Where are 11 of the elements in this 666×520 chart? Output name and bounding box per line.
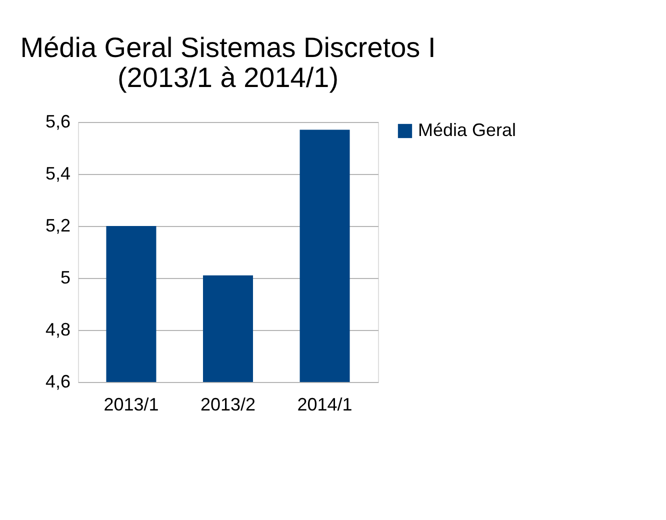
y-tick-label: 5,6 (45, 112, 70, 132)
x-tick-label: 2013/2 (200, 394, 256, 414)
x-tick-label: 2013/1 (104, 394, 159, 414)
y-tick-label: 4,8 (45, 320, 70, 340)
y-tick-label: 5 (60, 268, 70, 288)
chart-title: Média Geral Sistemas Discretos I (2013/1 à 2014/1) (20, 32, 436, 93)
y-tick-label: 5,4 (45, 164, 70, 184)
y-tick-label: 5,2 (45, 216, 70, 236)
y-tick-label: 4,6 (45, 372, 70, 392)
legend-label: Média Geral (418, 120, 516, 140)
x-tick-label: 2014/1 (297, 394, 352, 414)
